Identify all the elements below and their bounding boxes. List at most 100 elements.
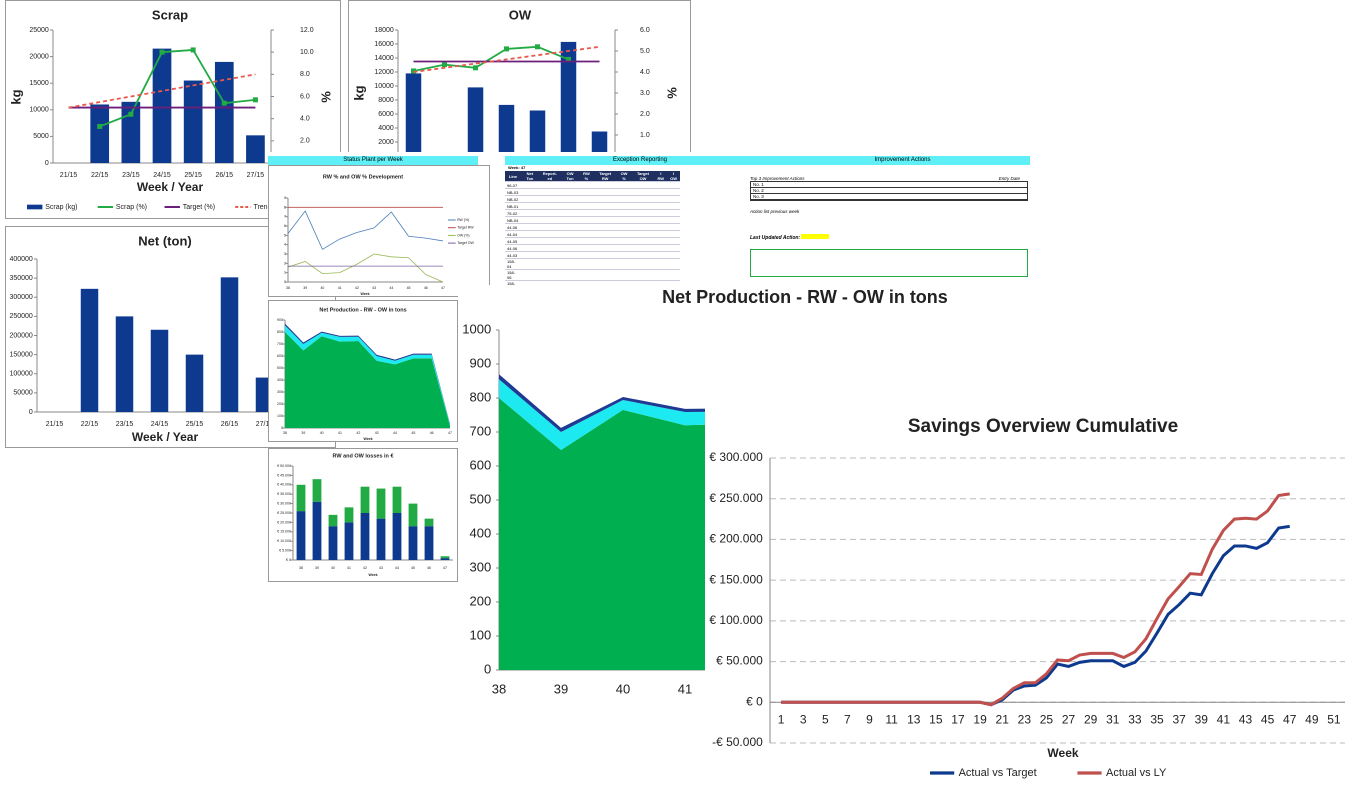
- bar: [152, 48, 172, 164]
- row-label: 96-07: [505, 181, 521, 189]
- x-tick-label: 27/15: [256, 421, 274, 428]
- cell: [520, 237, 539, 245]
- marker: [504, 46, 509, 52]
- cell: [579, 237, 594, 245]
- cell: [667, 181, 680, 189]
- y-tick-label: € 300.000: [709, 450, 763, 464]
- cell: [579, 216, 594, 224]
- y-tick-label: 5000: [33, 133, 49, 140]
- cell: [538, 244, 562, 252]
- cell: [616, 209, 632, 217]
- week-row: Week: 47: [508, 165, 525, 170]
- cell: [538, 251, 562, 259]
- cell: [538, 216, 562, 224]
- x-tick-label: 49: [1305, 712, 1319, 726]
- x-tick-label: 38: [286, 286, 290, 290]
- table-row: 44-06: [505, 244, 680, 252]
- cell: [616, 195, 632, 203]
- marker: [221, 100, 227, 106]
- line: [287, 210, 444, 250]
- y-tick-label: € 0: [746, 694, 763, 708]
- bar-segment: [328, 526, 338, 560]
- cell: [631, 251, 655, 259]
- y-tick-label: 1000: [462, 321, 491, 336]
- cell: [561, 202, 580, 210]
- y-tick-label: € 15.000: [277, 530, 291, 534]
- x-tick-label: 43: [379, 566, 383, 570]
- y-tick-label: 400: [469, 525, 491, 540]
- x-axis-label: Week: [1047, 746, 1078, 760]
- column-header: OW Ton: [561, 171, 580, 182]
- cell: [593, 209, 617, 217]
- cell: [631, 181, 655, 189]
- x-tick-label: 42: [363, 566, 367, 570]
- cell: [631, 223, 655, 231]
- x-tick-label: 21/15: [46, 421, 64, 428]
- marker: [128, 111, 134, 117]
- x-tick-label: 5: [822, 712, 829, 726]
- section-header: Exception Reporting: [505, 156, 775, 165]
- y-tick-label: 600: [469, 457, 491, 472]
- cell: [616, 216, 632, 224]
- x-tick-label: 45: [1261, 712, 1275, 726]
- row-label: 44-06: [505, 223, 521, 231]
- y-tick-label: 0: [29, 409, 33, 416]
- x-tick-label: 13: [907, 712, 921, 726]
- cell: [593, 251, 617, 259]
- row-label: 44-04: [505, 230, 521, 238]
- x-tick-label: 38: [283, 431, 287, 435]
- x-tick-label: 23/15: [122, 172, 140, 179]
- chart-title: Net (ton): [138, 233, 191, 248]
- cell: [538, 181, 562, 189]
- x-tick-label: 46: [427, 566, 431, 570]
- table-row: 158-06: [505, 269, 680, 281]
- x-tick-label: 19: [973, 712, 987, 726]
- x-tick-label: 38: [299, 566, 303, 570]
- cell: [616, 244, 632, 252]
- cell: [667, 195, 680, 203]
- cell: [561, 230, 580, 238]
- section-header: Status Plant per Week: [268, 156, 478, 165]
- x-tick-label: 45: [407, 286, 411, 290]
- x-tick-label: 7: [844, 712, 851, 726]
- cell: [631, 188, 655, 196]
- x-tick-label: 47: [1283, 712, 1297, 726]
- y-tick-label: 4: [284, 243, 286, 247]
- cell: [593, 181, 617, 189]
- y-axis-label: kg: [8, 89, 23, 104]
- cell: [579, 202, 594, 210]
- x-axis-label: Week / Year: [132, 430, 199, 444]
- bar: [121, 101, 141, 163]
- cell: [561, 209, 580, 217]
- legend-swatch: [27, 204, 43, 210]
- y-tick-label: 5: [284, 233, 286, 237]
- action-item: No. 1: [751, 182, 1027, 188]
- cell: [538, 209, 562, 217]
- chart-title: Net Production - RW - OW in tons: [662, 287, 948, 307]
- x-tick-label: 17: [951, 712, 965, 726]
- x-axis-label: Week: [368, 573, 377, 577]
- week-label: Week:: [508, 165, 520, 170]
- highlight: [801, 234, 830, 239]
- y-tick-label: € 40.000: [277, 483, 291, 487]
- line: [413, 45, 569, 72]
- bar: [560, 41, 577, 156]
- cell: [667, 251, 680, 259]
- y-tick-label: 400000: [9, 256, 32, 263]
- row-label: 158-06: [505, 269, 521, 281]
- cell: [520, 223, 539, 231]
- y-tick-label: 400: [277, 378, 283, 382]
- bar-segment: [328, 514, 338, 527]
- cell: [579, 188, 594, 196]
- action-item: No. 3: [751, 194, 1027, 200]
- legend-label: RW (%): [457, 218, 469, 222]
- cell: [667, 209, 680, 217]
- table-row: 44-05: [505, 237, 680, 245]
- x-tick-label: 25/15: [184, 172, 202, 179]
- cell: [654, 209, 668, 217]
- bar: [183, 80, 203, 163]
- chart-title: RW % and OW % Development: [323, 174, 403, 180]
- cell: [616, 181, 632, 189]
- bar: [214, 61, 234, 163]
